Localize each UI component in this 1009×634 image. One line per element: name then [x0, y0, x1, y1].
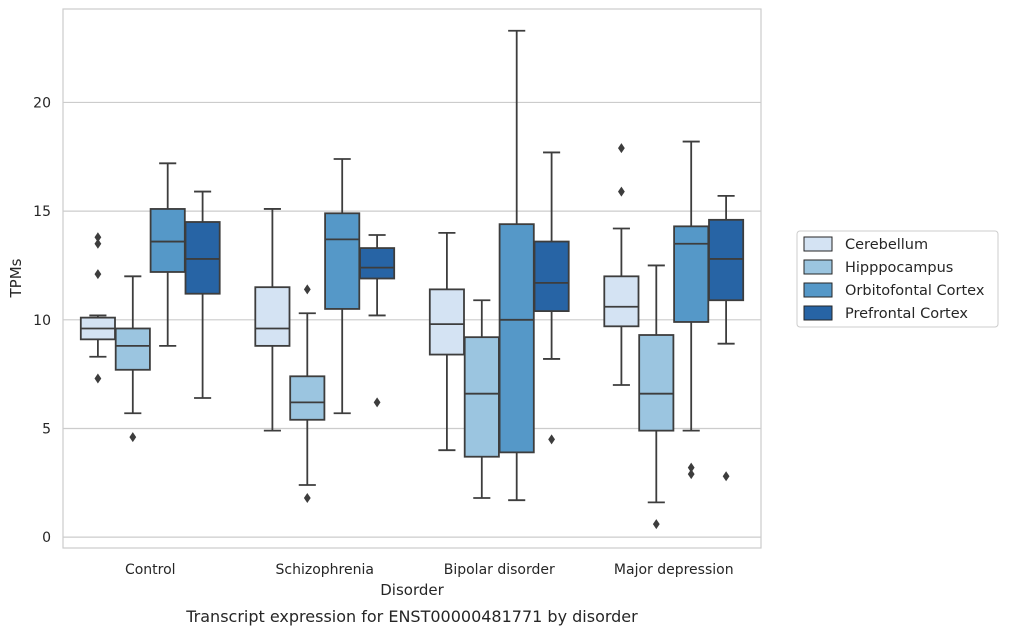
legend-label: Cerebellum — [845, 237, 928, 253]
box-group — [254, 208, 291, 432]
outlier-point — [94, 373, 102, 384]
outlier-point — [303, 284, 311, 295]
outlier-point — [303, 493, 311, 504]
legend-swatch — [803, 259, 833, 275]
legend-frame — [796, 230, 999, 328]
legend-swatch — [803, 236, 833, 252]
box-group — [79, 232, 116, 384]
y-tick-label: 0 — [42, 530, 51, 546]
outlier-point — [687, 469, 695, 480]
box-group — [428, 231, 465, 452]
figure-caption: Transcript expression for ENST0000048177… — [185, 607, 638, 626]
outlier-point — [652, 519, 660, 530]
box-iqr — [428, 288, 465, 356]
box-iqr — [708, 218, 745, 302]
outlier-point — [373, 397, 381, 408]
outlier-point — [618, 186, 625, 197]
outlier-point — [129, 432, 137, 443]
outlier-point — [94, 269, 102, 280]
outlier-point — [722, 471, 730, 482]
outlier-point — [94, 238, 102, 249]
box-iqr — [149, 208, 186, 273]
y-tick-label: 15 — [33, 204, 51, 220]
box-iqr — [498, 223, 535, 454]
x-tick-label: Control — [125, 562, 176, 578]
box-group — [708, 195, 745, 482]
x-tick-label: Schizophrenia — [276, 562, 374, 578]
outlier-point — [618, 143, 625, 154]
plot-area — [63, 9, 761, 548]
outlier-point — [94, 232, 102, 243]
legend-swatch — [803, 305, 833, 321]
y-tick-label: 10 — [33, 313, 51, 329]
box-iqr — [603, 275, 640, 328]
box-iqr — [359, 247, 396, 280]
y-axis-title: TPMs — [7, 258, 25, 298]
box-series — [79, 29, 745, 530]
box-iqr — [114, 327, 151, 371]
box-iqr — [533, 240, 570, 313]
box-group — [324, 158, 361, 415]
outlier-point — [548, 434, 555, 445]
x-axis-title: Disorder — [380, 581, 444, 599]
box-group — [673, 140, 710, 480]
outlier-point — [687, 462, 695, 473]
legend-label: Hipppocampus — [845, 260, 953, 276]
x-axis-ticks: Control Schizophrenia Bipolar disorder Majo… — [125, 562, 734, 578]
legend: Cerebellum Hipppocampus Orbitofontal Corte… — [796, 230, 999, 328]
box-group — [638, 264, 675, 530]
box-iqr — [184, 221, 221, 295]
box-group — [533, 151, 570, 445]
box-iqr — [463, 336, 500, 458]
box-iqr — [673, 225, 710, 323]
x-tick-label: Bipolar disorder — [444, 562, 555, 578]
box-iqr — [324, 212, 361, 310]
legend-label: Prefrontal Cortex — [845, 306, 968, 322]
x-tick-label: Major depression — [614, 562, 734, 578]
box-group — [184, 190, 221, 399]
box-group — [114, 275, 151, 443]
legend-label: Orbitofontal Cortex — [845, 283, 985, 299]
box-iqr — [254, 286, 291, 347]
legend-swatch — [803, 282, 833, 298]
box-iqr — [289, 375, 326, 421]
box-group — [498, 29, 535, 502]
box-group — [149, 162, 186, 347]
plot-frame — [62, 8, 762, 549]
y-tick-label: 5 — [42, 421, 51, 437]
box-group — [603, 143, 640, 386]
y-axis-ticks: 0 5 10 15 20 — [33, 95, 51, 546]
y-tick-label: 20 — [33, 95, 51, 111]
box-iqr — [638, 334, 675, 432]
box-group — [359, 234, 396, 408]
box-group — [289, 284, 326, 504]
